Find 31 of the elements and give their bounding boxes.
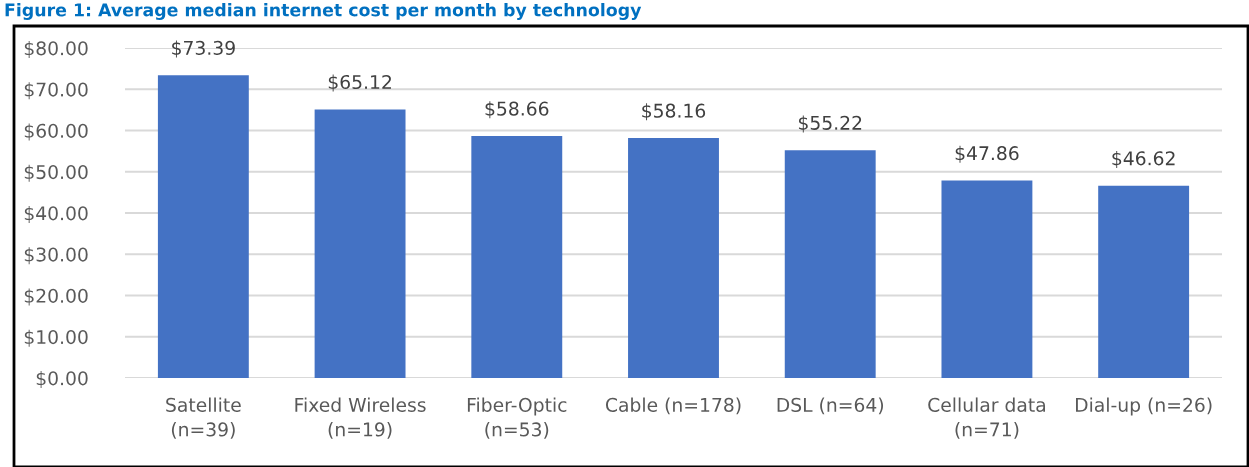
x-tick-label: Dial-up (n=26) — [1076, 397, 1212, 416]
data-label: $47.86 — [955, 145, 1019, 163]
bar — [941, 180, 1033, 378]
data-label: $73.39 — [172, 40, 235, 58]
chart-title: Figure 1: Average median internet cost per month by technology — [5, 3, 642, 20]
bar — [314, 109, 406, 378]
bar — [157, 75, 249, 378]
bar — [784, 150, 876, 378]
y-tick-label: $70.00 — [24, 82, 88, 100]
data-label: $58.66 — [485, 101, 549, 119]
x-tick-label: DSL (n=64) — [777, 397, 884, 415]
data-label: $46.62 — [1112, 150, 1175, 168]
x-tick-label: Fixed Wireless (n=19) — [295, 397, 426, 439]
y-tick-label: $10.00 — [24, 329, 88, 347]
bar — [471, 136, 563, 378]
y-tick-label: $20.00 — [24, 288, 88, 306]
y-tick-label: $40.00 — [24, 205, 88, 223]
x-tick-label: Fiber-Optic (n=53) — [467, 397, 567, 439]
y-tick-label: $50.00 — [24, 164, 88, 182]
x-tick-label: Satellite (n=39) — [166, 397, 241, 439]
y-tick-label: $60.00 — [24, 123, 88, 141]
x-tick-label: Cable (n=178) — [605, 397, 741, 415]
bar — [628, 138, 719, 378]
data-label: $65.12 — [328, 74, 391, 92]
y-tick-label: $30.00 — [24, 247, 88, 265]
y-tick-label: $0.00 — [36, 370, 88, 388]
data-label: $55.22 — [798, 115, 862, 133]
y-tick-label: $80.00 — [24, 40, 88, 58]
data-label: $58.16 — [642, 103, 706, 121]
x-tick-label: Cellular data (n=71) — [928, 397, 1045, 439]
bar — [1098, 185, 1190, 378]
